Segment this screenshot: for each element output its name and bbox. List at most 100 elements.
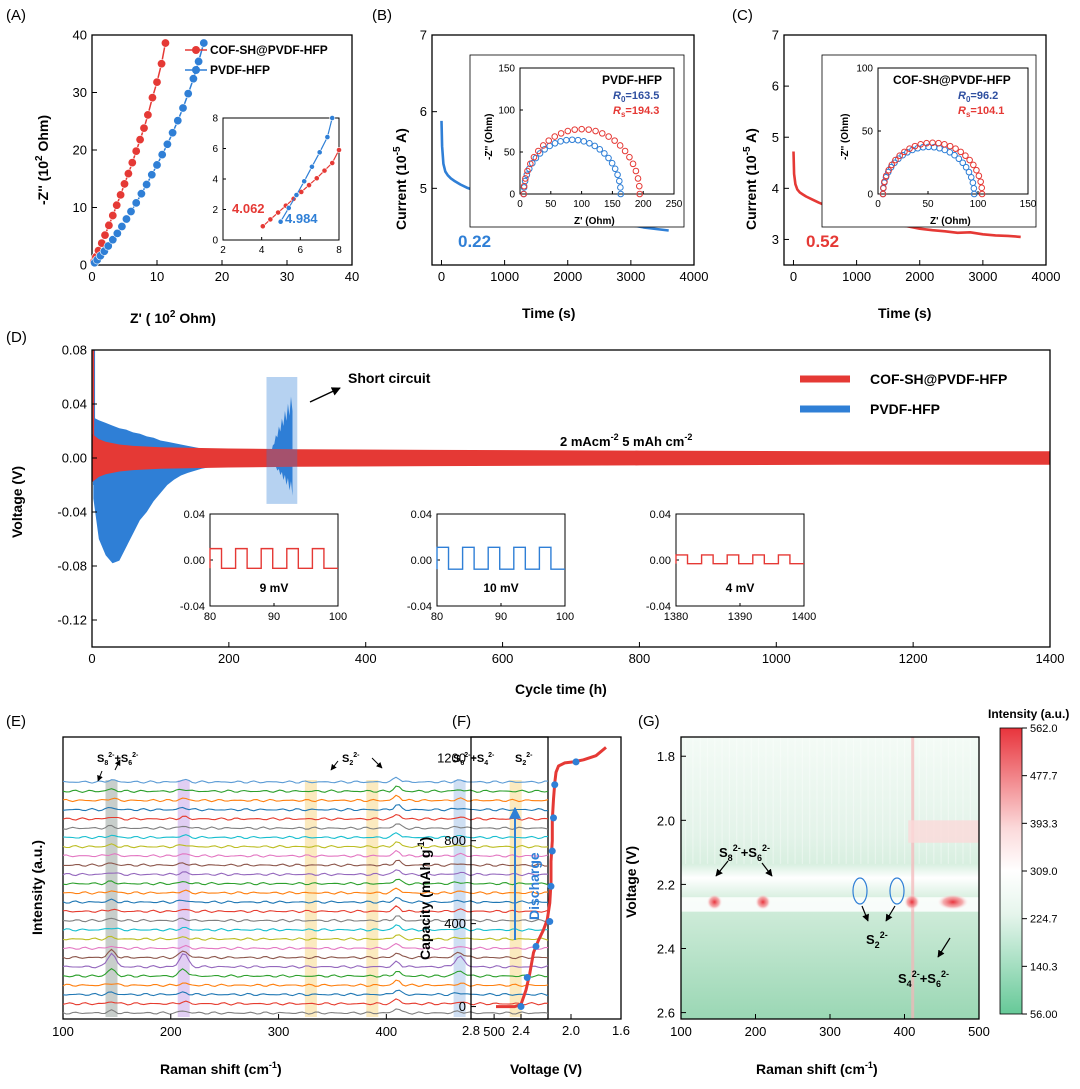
eis-arc-point-blue: [946, 148, 954, 156]
data-point-blue: [168, 128, 178, 138]
inset-data-point-red: [275, 209, 281, 216]
inset-data-point-red: [259, 223, 266, 230]
x-tick-label: 200: [635, 199, 652, 210]
eis-arc-point-blue: [970, 190, 978, 198]
heatmap-streak: [860, 737, 862, 864]
heatmap-streak: [721, 737, 723, 864]
annotation-t-plus-c: 0.52: [806, 232, 839, 251]
y-tick-label: 0.00: [62, 451, 87, 466]
colorbar-title: Intensity (a.u.): [988, 707, 1069, 721]
heatmap-streak: [918, 737, 920, 864]
eis-arc-point-red: [901, 148, 908, 156]
x-tick-label: 2000: [553, 269, 582, 284]
heatmap-arrow-2: [761, 862, 773, 877]
x-tick-label: 250: [666, 199, 683, 210]
spectrum-acquisition-point: [572, 758, 580, 766]
data-point-blue: [173, 116, 183, 126]
eis-arc-point-red: [635, 182, 643, 190]
heatmap-streak: [904, 737, 906, 864]
x-tick-label: 1000: [490, 269, 519, 284]
y-tick-label: -0.04: [646, 601, 671, 613]
heatmap-label-s8-s6: S82-+S62-: [719, 843, 770, 863]
y-tick-label: 0.00: [184, 555, 205, 567]
data-point-blue: [152, 160, 162, 170]
y-tick-label: 0.08: [62, 343, 87, 358]
y-tick-label: 7: [420, 28, 427, 43]
heatmap-plateau-band: [681, 897, 979, 912]
legend-entry-pvdf-d: PVDF-HFP: [870, 401, 940, 417]
spectrum-acquisition-point: [517, 1003, 525, 1011]
data-point-blue: [142, 180, 152, 190]
colorbar: [999, 727, 1023, 1015]
heatmap-streak: [925, 737, 928, 864]
inset-data-point-blue: [316, 149, 323, 156]
heatmap-label-s2: S22-: [866, 930, 888, 950]
y-tick-label: 4: [212, 175, 218, 186]
raman-spectrum: [62, 924, 549, 932]
x-tick-label: 150: [1020, 199, 1037, 210]
data-point-blue: [157, 150, 167, 160]
eis-arc-point-red: [880, 184, 887, 192]
raman-spectrum: [62, 979, 549, 987]
y-axis-label-f: Capacity (mAh g-1): [416, 837, 433, 960]
raman-spectrum: [62, 989, 549, 997]
eis-arc-point-blue: [617, 184, 624, 191]
x-tick-label: 1000: [762, 651, 791, 666]
x-tick-label: 90: [268, 611, 280, 623]
data-point-red: [160, 38, 170, 48]
plot-frame-d: [91, 349, 1051, 648]
x-axis-label-g: Raman shift (cm-1): [756, 1060, 878, 1077]
heatmap-streak: [889, 737, 891, 864]
y-tick-label: 6: [772, 79, 779, 94]
colorbar-tick-label: 562.0: [1030, 723, 1058, 735]
eis-arc-point-blue: [605, 154, 612, 162]
inset-data-point-blue: [293, 192, 300, 198]
x-tick-label: 800: [629, 651, 651, 666]
short-circuit-label: Short circuit: [348, 370, 431, 386]
eis-arc-point-red: [892, 156, 899, 164]
raman-spectrum: [62, 942, 548, 951]
y-tick-label: 5: [772, 130, 779, 145]
y-tick-label: 10: [73, 200, 87, 215]
x-tick-label: 600: [492, 651, 514, 666]
x-tick-label: 80: [204, 611, 216, 623]
heatmap-streak: [736, 737, 738, 864]
raman-spectrum: [62, 998, 549, 1006]
x-tick-label: 400: [894, 1024, 916, 1039]
eis-arc-point-red: [564, 127, 572, 135]
heatmap-streak: [867, 737, 869, 864]
eis-arc-point-red: [626, 153, 633, 161]
axis-ticks-g: 100 200 300 400 500 1.8 2.0 2.2 2.4 2.6: [657, 749, 990, 1039]
peak-label-s2-e: S22-: [342, 752, 360, 767]
x-tick-label: 0: [517, 199, 523, 210]
data-point-blue: [183, 89, 193, 99]
eis-arc-point-red: [611, 137, 618, 144]
x-tick-label: 1000: [842, 269, 871, 284]
data-point-red: [131, 146, 141, 156]
highlight-circle-1: [852, 877, 868, 905]
data-point-blue: [188, 74, 198, 84]
data-point-blue: [147, 170, 157, 180]
y-tick-label: 3: [772, 232, 779, 247]
colorbar-tick-label: 56.00: [1030, 1009, 1058, 1021]
x-tick-label: 4000: [680, 269, 709, 284]
heatmap-streak: [743, 737, 745, 864]
inset-data-point-blue: [301, 178, 308, 185]
heatmap-streak: [831, 737, 833, 864]
cof-voltage-envelope: [92, 433, 1050, 483]
eis-arc-point-blue: [586, 139, 593, 147]
spectrum-acquisition-point: [547, 882, 555, 890]
r0-label-b: R0=163.5: [613, 90, 659, 104]
eis-arc-point-red: [946, 142, 954, 150]
data-point-red: [116, 190, 126, 200]
y-tick-label: 0: [212, 236, 218, 247]
eis-arc-point-red: [941, 140, 948, 148]
x-tick-label: 2000: [905, 269, 934, 284]
y-tick-label: 7: [772, 28, 779, 43]
y-axis-label-c: Current (10-5 A): [742, 128, 759, 230]
x-tick-label: 500: [968, 1024, 990, 1039]
